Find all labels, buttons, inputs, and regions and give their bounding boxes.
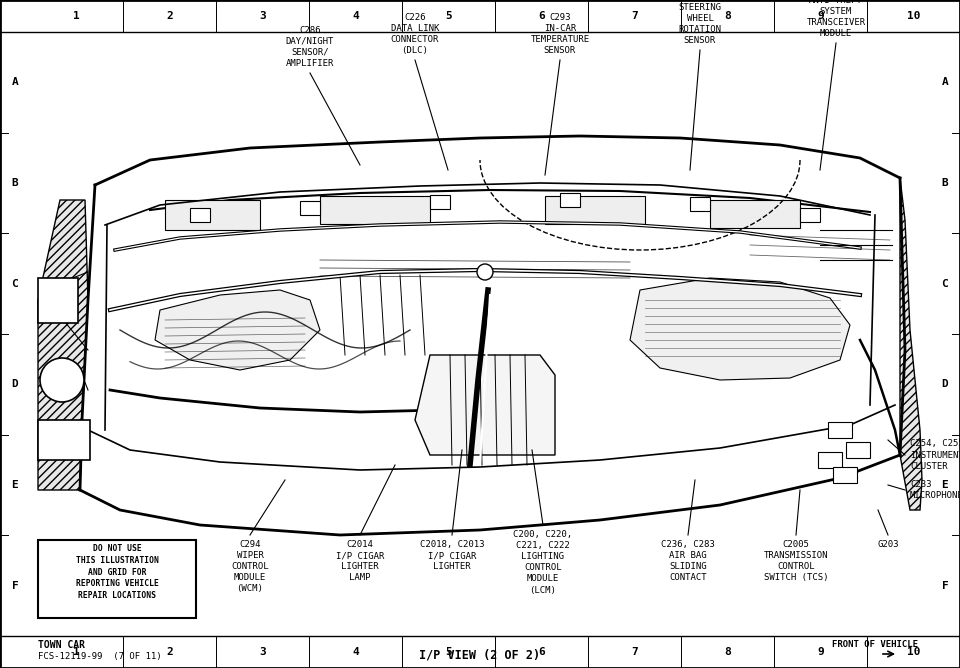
- Bar: [710, 200, 800, 228]
- Text: C2014
I/P CIGAR
LIGHTER
LAMP: C2014 I/P CIGAR LIGHTER LAMP: [336, 540, 384, 582]
- Text: C2001
STEERING
WHEEL
ROTATION
SENSOR: C2001 STEERING WHEEL ROTATION SENSOR: [679, 0, 722, 45]
- Text: B: B: [12, 178, 18, 188]
- Text: 8: 8: [724, 11, 731, 21]
- Bar: [545, 196, 645, 224]
- Text: I/P VIEW (2 OF 2): I/P VIEW (2 OF 2): [420, 648, 540, 661]
- Text: C2018, C2013
I/P CIGAR
LIGHTER: C2018, C2013 I/P CIGAR LIGHTER: [420, 540, 484, 571]
- Text: A: A: [12, 77, 18, 88]
- Text: F: F: [12, 580, 18, 591]
- Text: 5: 5: [445, 647, 452, 657]
- Bar: [690, 197, 710, 211]
- Text: C: C: [12, 279, 18, 289]
- Text: C286
DAY/NIGHT
SENSOR/
AMPLIFIER: C286 DAY/NIGHT SENSOR/ AMPLIFIER: [286, 25, 334, 68]
- Text: FRONT OF VEHICLE: FRONT OF VEHICLE: [832, 640, 918, 649]
- Text: 10: 10: [907, 11, 921, 21]
- Polygon shape: [38, 200, 88, 490]
- Text: TOWN CAR: TOWN CAR: [38, 640, 85, 650]
- Text: FCS-12119-99  (7 OF 11): FCS-12119-99 (7 OF 11): [38, 652, 161, 661]
- Text: G203: G203: [877, 540, 899, 549]
- Text: C226
DATA LINK
CONNECTOR
(DLC): C226 DATA LINK CONNECTOR (DLC): [391, 13, 439, 55]
- Text: C: C: [942, 279, 948, 289]
- Text: D: D: [12, 379, 18, 389]
- Text: 10: 10: [907, 647, 921, 657]
- Bar: [38, 540, 196, 618]
- Text: C200, C220,
C221, C222
LIGHTING
CONTROL
MODULE
(LCM): C200, C220, C221, C222 LIGHTING CONTROL …: [514, 530, 572, 595]
- Text: 3: 3: [259, 11, 266, 21]
- Bar: [846, 442, 870, 458]
- Text: B: B: [942, 178, 948, 188]
- Bar: [430, 195, 450, 209]
- Text: 8: 8: [724, 647, 731, 657]
- Text: E: E: [942, 480, 948, 490]
- Text: 9: 9: [817, 647, 824, 657]
- Text: C254, C255
INSTRUMENT
CLUSTER: C254, C255 INSTRUMENT CLUSTER: [910, 440, 960, 470]
- Bar: [800, 208, 820, 222]
- Text: 2: 2: [166, 11, 173, 21]
- Text: F: F: [942, 580, 948, 591]
- Text: C236, C283
AIR BAG
SLIDING
CONTACT: C236, C283 AIR BAG SLIDING CONTACT: [661, 540, 715, 582]
- Polygon shape: [155, 290, 320, 370]
- Circle shape: [477, 264, 493, 280]
- Bar: [190, 208, 210, 222]
- Text: C209
PASSIVE
ANTI-THEFT
SYSTEM
TRANSCEIVER
MODULE: C209 PASSIVE ANTI-THEFT SYSTEM TRANSCEIV…: [806, 0, 866, 38]
- Text: 2: 2: [166, 647, 173, 657]
- Text: DO NOT USE
THIS ILLUSTRATION
AND GRID FOR
REPORTING VEHICLE
REPAIR LOCATIONS: DO NOT USE THIS ILLUSTRATION AND GRID FO…: [76, 544, 158, 601]
- Bar: [833, 467, 857, 483]
- Text: 9: 9: [817, 11, 824, 21]
- Polygon shape: [415, 355, 555, 455]
- Bar: [300, 201, 320, 215]
- Text: C2005
TRANSMISSION
CONTROL
SWITCH (TCS): C2005 TRANSMISSION CONTROL SWITCH (TCS): [764, 540, 828, 582]
- Text: E: E: [12, 480, 18, 490]
- Text: A: A: [942, 77, 948, 88]
- Text: 7: 7: [631, 11, 637, 21]
- Bar: [38, 420, 90, 460]
- Bar: [320, 196, 430, 224]
- Text: 7: 7: [631, 647, 637, 657]
- Text: C233
MICROPHONE: C233 MICROPHONE: [910, 480, 960, 500]
- Text: 3: 3: [259, 647, 266, 657]
- Text: 4: 4: [352, 647, 359, 657]
- Text: 5: 5: [445, 11, 452, 21]
- Polygon shape: [900, 178, 922, 510]
- Bar: [560, 193, 580, 207]
- Text: 1: 1: [73, 11, 80, 21]
- Text: 6: 6: [539, 11, 545, 21]
- Text: 4: 4: [352, 11, 359, 21]
- Text: 6: 6: [539, 647, 545, 657]
- Bar: [38, 278, 78, 323]
- Circle shape: [40, 358, 84, 402]
- Text: C294
WIPER
CONTROL
MODULE
(WCM): C294 WIPER CONTROL MODULE (WCM): [231, 540, 269, 593]
- Bar: [828, 422, 852, 438]
- Text: D: D: [942, 379, 948, 389]
- Bar: [165, 200, 260, 230]
- Polygon shape: [630, 278, 850, 380]
- Bar: [818, 452, 842, 468]
- Text: C293
IN-CAR
TEMPERATURE
SENSOR: C293 IN-CAR TEMPERATURE SENSOR: [531, 13, 589, 55]
- Text: 1: 1: [73, 647, 80, 657]
